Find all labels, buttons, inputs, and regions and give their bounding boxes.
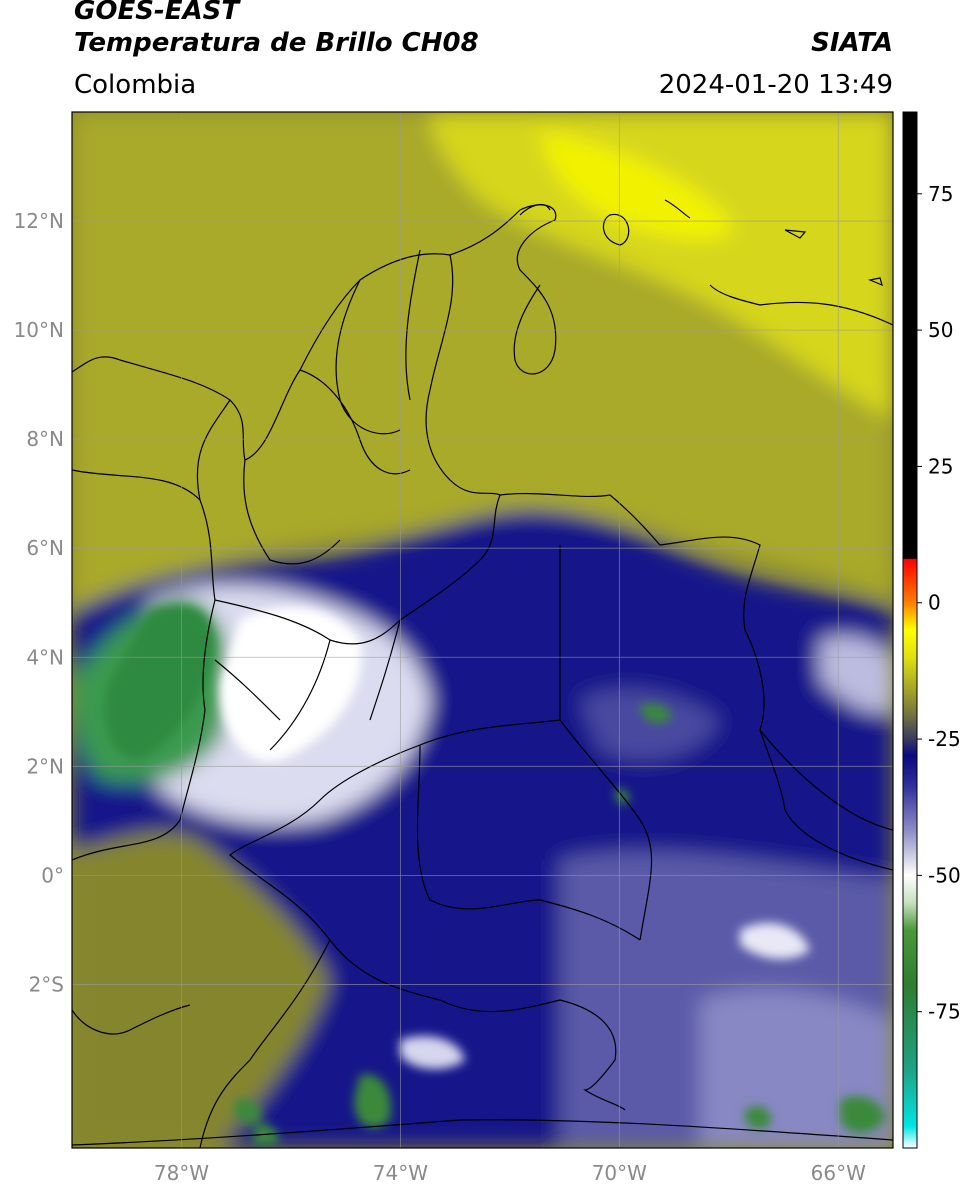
colorbar bbox=[902, 111, 918, 1149]
lat-tick-label: 8°N bbox=[26, 427, 64, 451]
source-label: SIATA bbox=[811, 28, 893, 58]
lon-tick-label: 66°W bbox=[811, 1161, 866, 1185]
lat-tick-label: 10°N bbox=[14, 318, 64, 342]
axis-ticks: 12°N 10°N 8°N 6°N 4°N 2°N 0° 2°S 78°W 74°W 70°W 66°… bbox=[14, 209, 867, 1185]
colorbar-tick-label: 50 bbox=[928, 318, 953, 342]
borders bbox=[72, 199, 893, 1148]
colorbar-ticks: 75 50 25 0 -25 -50 -75 bbox=[917, 182, 961, 1024]
product-title: Temperatura de Brillo CH08 bbox=[74, 28, 479, 58]
colorbar-tick-label: -25 bbox=[928, 727, 961, 751]
satellite-title: GOES-EAST bbox=[74, 0, 240, 26]
lon-tick-label: 70°W bbox=[592, 1161, 647, 1185]
lat-tick-label: 12°N bbox=[14, 209, 64, 233]
colorbar-tick-label: 0 bbox=[928, 591, 941, 615]
colorbar-tick-label: -75 bbox=[928, 1000, 961, 1024]
satellite-imagery bbox=[72, 112, 893, 1148]
lat-tick-label: 2°S bbox=[29, 972, 64, 996]
colorbar-tick-label: 75 bbox=[928, 182, 953, 206]
lat-tick-label: 6°N bbox=[26, 536, 64, 560]
lon-tick-label: 74°W bbox=[373, 1161, 428, 1185]
lat-tick-label: 0° bbox=[41, 863, 64, 887]
lat-tick-label: 4°N bbox=[26, 645, 64, 669]
colorbar-tick-label: 25 bbox=[928, 454, 953, 478]
region-label: Colombia bbox=[74, 70, 197, 100]
graticule bbox=[72, 112, 893, 1148]
timestamp-label: 2024-01-20 13:49 bbox=[658, 70, 893, 100]
lon-tick-label: 78°W bbox=[154, 1161, 209, 1185]
lat-tick-label: 2°N bbox=[26, 754, 64, 778]
map-frame bbox=[71, 111, 894, 1149]
colorbar-tick-label: -50 bbox=[928, 863, 961, 887]
